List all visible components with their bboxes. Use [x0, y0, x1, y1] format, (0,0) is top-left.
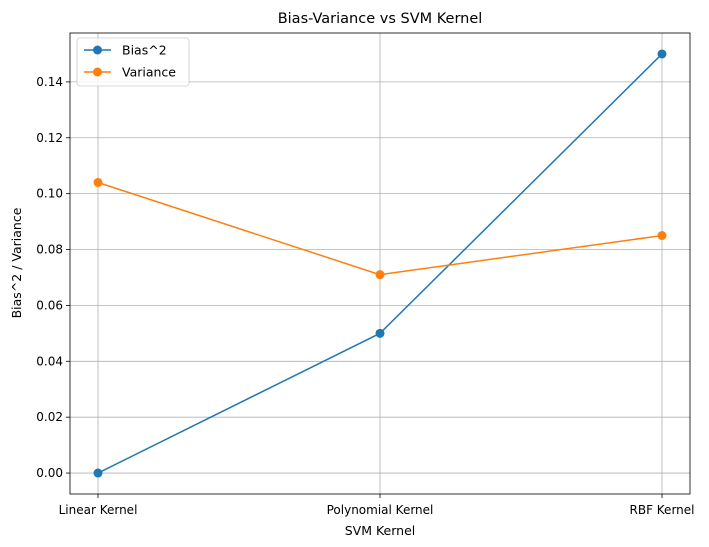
legend-label-variance: Variance: [122, 65, 176, 80]
y-tick-label: 0.06: [36, 298, 63, 312]
data-point-bias: [375, 328, 385, 338]
data-point-bias: [657, 49, 667, 59]
legend-label-bias: Bias^2: [122, 43, 167, 58]
x-tick-label: Linear Kernel: [59, 503, 138, 517]
y-tick-label: 0.04: [36, 354, 63, 368]
y-tick-label: 0.08: [36, 243, 63, 257]
y-tick-label: 0.14: [36, 75, 63, 89]
x-tick-label: Polynomial Kernel: [327, 503, 434, 517]
series-layer: [93, 49, 667, 478]
chart-title: Bias-Variance vs SVM Kernel: [278, 11, 483, 27]
plot-frame: [69, 32, 691, 495]
data-point-variance: [93, 177, 103, 187]
y-axis-label: Bias^2 / Variance: [9, 207, 24, 318]
data-point-variance: [375, 270, 385, 280]
y-tick-label: 0.02: [36, 410, 63, 424]
x-axis-label: SVM Kernel: [345, 523, 416, 538]
x-axis: Linear Kernel Polynomial Kernel RBF Kernel: [59, 494, 695, 517]
y-tick-label: 0.10: [36, 187, 63, 201]
x-tick-label: RBF Kernel: [630, 503, 695, 517]
legend: Bias^2 Variance: [76, 37, 190, 87]
grid: [70, 33, 690, 494]
y-axis: 0.00 0.02 0.04 0.06 0.08 0.10 0.12 0.14: [36, 75, 70, 480]
legend-marker-bias: [93, 45, 102, 55]
legend-marker-variance: [93, 67, 102, 77]
data-point-variance: [657, 231, 667, 241]
y-tick-label: 0.00: [36, 466, 63, 480]
y-tick-label: 0.12: [36, 131, 63, 145]
data-point-bias: [93, 468, 103, 478]
